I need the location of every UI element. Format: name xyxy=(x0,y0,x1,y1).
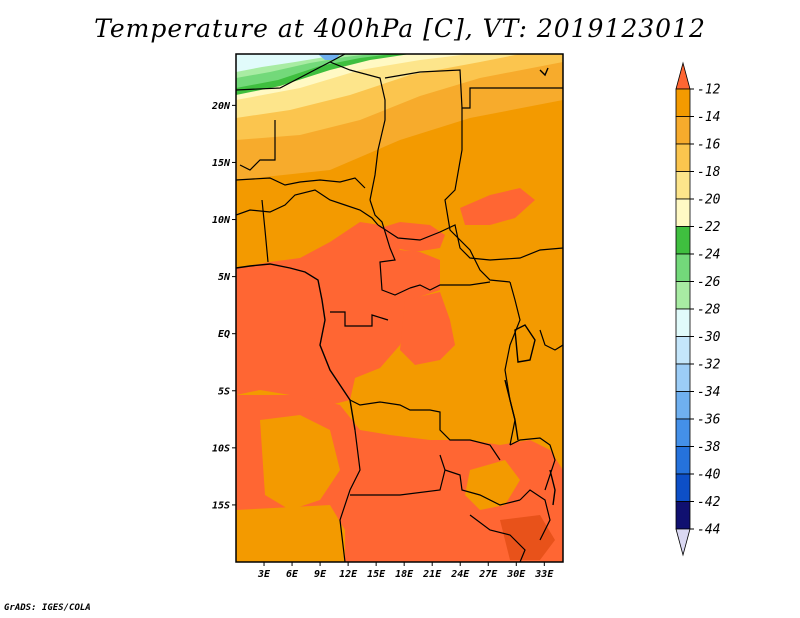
lon-label: 15E xyxy=(367,569,386,580)
lon-label: 9E xyxy=(314,569,327,580)
colorbar-label: -18 xyxy=(697,165,721,180)
colorbar-swatch xyxy=(675,143,691,172)
border-sudan-south xyxy=(444,108,511,283)
border-uganda-kenya xyxy=(539,329,563,351)
field-moz-hot xyxy=(500,515,555,560)
lat-label: 5N xyxy=(218,272,231,283)
colorbar-swatch xyxy=(675,363,691,392)
border-mali xyxy=(239,120,276,171)
border-libya xyxy=(329,54,346,63)
colorbar-top-arrow xyxy=(675,61,691,90)
border-zimbabwe xyxy=(469,514,526,562)
coastline-atlantic xyxy=(236,263,356,431)
border-tanzania-malawi xyxy=(509,437,556,491)
border-car-drc xyxy=(409,281,491,291)
longitude-axis: 3E 6E 9E 12E 15E 18E 21E 24E 27E 30E 33E xyxy=(257,562,554,580)
colorbar-swatch xyxy=(675,308,691,337)
colorbar-label: -32 xyxy=(697,358,721,373)
colorbar-swatch xyxy=(675,281,691,310)
colorbar-bottom-arrow xyxy=(675,528,691,557)
lake-malawi xyxy=(549,469,556,506)
colorbar-label: -30 xyxy=(697,330,721,345)
colorbar-label: -22 xyxy=(697,220,721,235)
border-angola-west xyxy=(339,429,361,562)
lake-tanganyika xyxy=(504,379,519,441)
lat-label: 10N xyxy=(212,215,231,226)
field-warm-east-drc xyxy=(400,292,455,365)
grads-credit: GrADS: IGES/COLA xyxy=(4,603,91,613)
lon-label: 30E xyxy=(506,569,526,580)
border-chad-cameroon xyxy=(369,199,411,296)
lon-label: 18E xyxy=(395,569,414,580)
colorbar-swatch xyxy=(675,336,691,365)
lon-label: 12E xyxy=(339,569,358,580)
colorbar-swatch xyxy=(675,88,691,117)
lon-label: 3E xyxy=(257,569,271,580)
lat-label: 5S xyxy=(218,386,230,397)
field-sw-cool xyxy=(236,505,345,562)
colorbar-swatch xyxy=(675,446,691,475)
border-gabon-congo xyxy=(330,311,389,327)
colorbar-label: -14 xyxy=(697,110,720,125)
lon-label: 6E xyxy=(286,569,299,580)
lon-label: 24E xyxy=(450,569,470,580)
colorbar-label: -20 xyxy=(697,193,721,208)
colorbar-swatch xyxy=(675,116,691,145)
colorbar-swatch xyxy=(675,418,691,447)
lake-victoria xyxy=(514,324,536,363)
latitude-axis: 20N 15N 10N 5N EQ 5S 10S 15S xyxy=(211,101,236,511)
field-warm-car xyxy=(380,222,445,252)
field-angola-cool xyxy=(260,415,340,510)
coastline xyxy=(236,67,556,506)
colorbar-label: -38 xyxy=(697,440,721,455)
colorbar-label: -24 xyxy=(697,248,720,263)
colorbar-label: -12 xyxy=(697,83,721,98)
colorbar-swatch xyxy=(675,473,691,502)
field-cold-spot xyxy=(318,54,340,60)
colorbar-label: -36 xyxy=(697,413,721,428)
colorbar-label: -34 xyxy=(697,385,720,400)
colorbar-label: -44 xyxy=(697,523,720,538)
lon-label: 33E xyxy=(534,569,554,580)
field-warm-sudan xyxy=(460,188,535,225)
lon-label: 21E xyxy=(422,569,442,580)
colorbar-swatch xyxy=(675,198,691,227)
field-band-30 xyxy=(236,54,350,72)
colorbar-swatch xyxy=(675,253,691,282)
border-algeria-niger xyxy=(236,61,386,201)
border-drc-angola xyxy=(349,399,501,461)
colorbar-swatch xyxy=(675,501,691,530)
lat-label: 15S xyxy=(212,500,230,511)
coast-red-sea xyxy=(539,67,549,77)
lat-label: EQ xyxy=(218,329,230,340)
lat-label: 10S xyxy=(212,443,230,454)
colorbar-label: -16 xyxy=(697,138,721,153)
map-title: Temperature at 400hPa [C], VT: 201912301… xyxy=(94,14,706,43)
colorbar-label: -26 xyxy=(697,275,721,290)
border-angola-namibia xyxy=(350,454,446,496)
border-benin xyxy=(261,199,269,263)
colorbar-label: -42 xyxy=(697,495,721,510)
border-zambia xyxy=(444,469,521,506)
colorbar-swatch xyxy=(675,391,691,420)
colorbar-label: -28 xyxy=(697,303,721,318)
colorbar-swatch xyxy=(675,226,691,255)
border-mali-niger-south xyxy=(236,177,366,189)
border-south-sudan xyxy=(489,247,563,261)
lon-label: 27E xyxy=(478,569,498,580)
field-zambia-cool xyxy=(465,460,520,510)
map-frame xyxy=(235,53,564,563)
temperature-field xyxy=(236,54,563,562)
colorbar-swatch xyxy=(675,171,691,200)
border-mozambique xyxy=(519,489,551,541)
political-borders xyxy=(236,54,563,562)
lat-label: 20N xyxy=(211,101,231,112)
colorbar-label: -40 xyxy=(697,468,721,483)
colorbar: -12 -14 -16 -18 -20 -22 -24 -26 -28 -30 -32 -34 -36 -… xyxy=(675,61,721,557)
border-chad-car xyxy=(377,224,491,261)
lat-label: 15N xyxy=(212,158,231,169)
